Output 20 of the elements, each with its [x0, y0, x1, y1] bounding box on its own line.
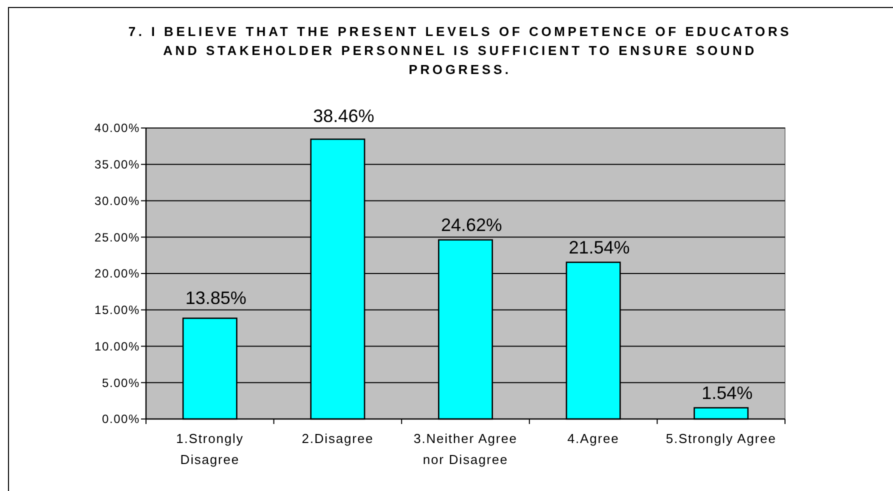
y-tick-label: 40.00% [94, 121, 140, 136]
y-tick-label: 0.00% [102, 412, 140, 426]
y-tick-label: 10.00% [94, 339, 140, 354]
data-label: 38.46% [313, 106, 374, 126]
y-tick-label: 30.00% [94, 194, 140, 208]
data-label: 21.54% [568, 237, 630, 258]
data-label: 24.62% [440, 214, 502, 235]
x-tick-label: 3.Neither Agree nor Disagree [414, 431, 518, 467]
x-tick-label: 4.Agree [567, 431, 620, 446]
x-tick-label: 2.Disagree [302, 431, 374, 446]
y-tick-label: 20.00% [94, 266, 140, 281]
data-label: 13.85% [185, 288, 246, 308]
y-tick-label: 35.00% [94, 158, 140, 172]
y-tick-label: 5.00% [102, 376, 140, 390]
x-tick-label: 1.Strongly Disagree [176, 431, 244, 467]
x-tick-label: 5.Strongly Agree [666, 431, 776, 446]
y-tick-label: 25.00% [94, 230, 140, 244]
y-tick-label: 15.00% [94, 303, 140, 318]
data-label: 1.54% [702, 382, 753, 403]
chart-title: 7. I BELIEVE THAT THE PRESENT LEVELS OF COMPETENCE OF EDUCATORS AND STAKEHOLDER PERSONNEL IS SUFFICIENT TO ENSURE SOUND PROGRESS. [128, 24, 792, 77]
